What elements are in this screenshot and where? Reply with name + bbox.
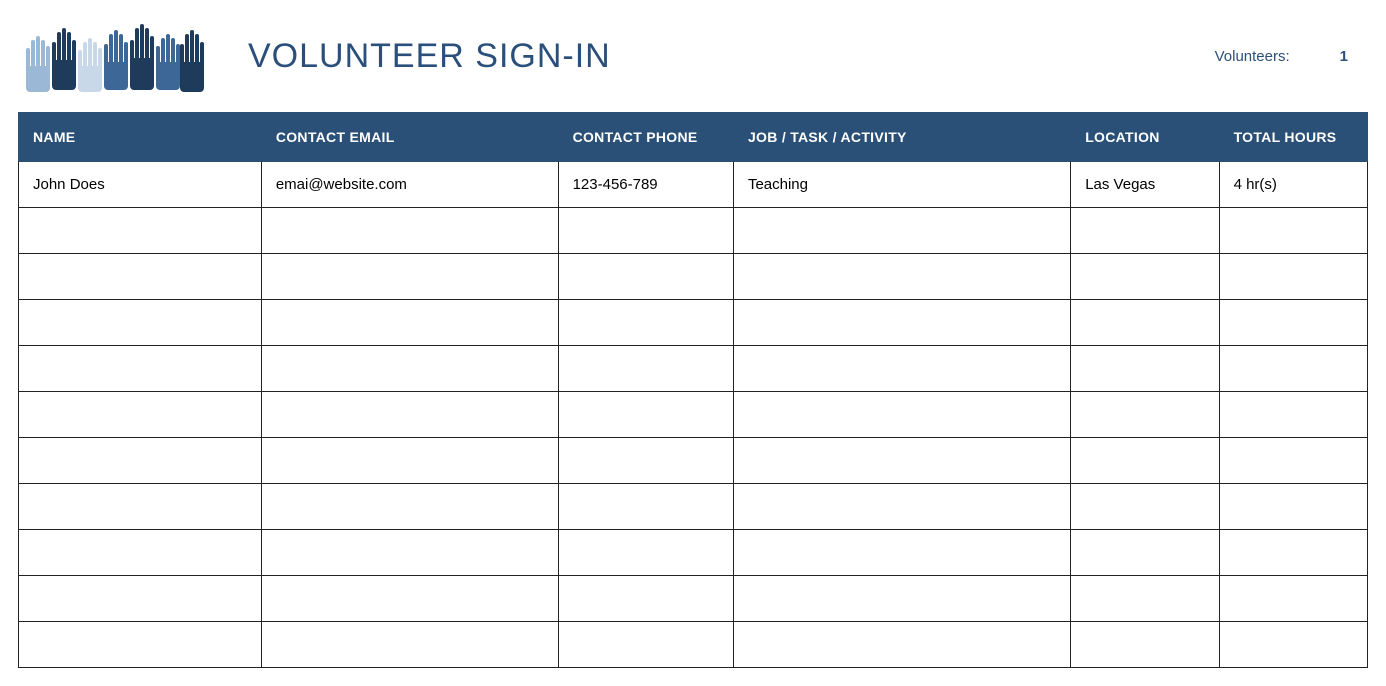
cell-location[interactable] [1071,576,1219,622]
table-row [19,208,1368,254]
cell-email[interactable] [261,530,558,576]
table-row [19,438,1368,484]
cell-hours[interactable]: 4 hr(s) [1219,162,1367,208]
cell-location[interactable] [1071,438,1219,484]
cell-job[interactable] [733,346,1070,392]
cell-name[interactable] [19,438,262,484]
table-body: John Doesemai@website.com123-456-789Teac… [19,162,1368,668]
cell-name[interactable] [19,484,262,530]
cell-email[interactable] [261,484,558,530]
counter-value: 1 [1340,48,1348,65]
col-header-job: JOB / TASK / ACTIVITY [733,113,1070,162]
cell-job[interactable] [733,484,1070,530]
cell-hours[interactable] [1219,300,1367,346]
cell-phone[interactable] [558,530,733,576]
cell-email[interactable] [261,208,558,254]
cell-job[interactable] [733,300,1070,346]
cell-job[interactable]: Teaching [733,162,1070,208]
cell-hours[interactable] [1219,576,1367,622]
col-header-phone: CONTACT PHONE [558,113,733,162]
cell-job[interactable] [733,208,1070,254]
cell-hours[interactable] [1219,530,1367,576]
cell-email[interactable] [261,622,558,668]
cell-phone[interactable] [558,254,733,300]
cell-email[interactable] [261,392,558,438]
cell-job[interactable] [733,438,1070,484]
cell-name[interactable] [19,392,262,438]
page-header: VOLUNTEER SIGN-IN Volunteers: 1 [18,18,1368,94]
cell-phone[interactable] [558,576,733,622]
table-row [19,484,1368,530]
cell-name[interactable] [19,530,262,576]
col-header-name: NAME [19,113,262,162]
cell-phone[interactable] [558,392,733,438]
cell-name[interactable] [19,346,262,392]
counter-label: Volunteers: [1215,48,1290,65]
cell-hours[interactable] [1219,622,1367,668]
cell-phone[interactable] [558,484,733,530]
cell-job[interactable] [733,530,1070,576]
cell-job[interactable] [733,392,1070,438]
page-title: VOLUNTEER SIGN-IN [248,37,611,76]
cell-phone[interactable]: 123-456-789 [558,162,733,208]
cell-location[interactable] [1071,254,1219,300]
cell-name[interactable] [19,208,262,254]
col-header-email: CONTACT EMAIL [261,113,558,162]
signin-table: NAME CONTACT EMAIL CONTACT PHONE JOB / T… [18,112,1368,668]
cell-email[interactable] [261,576,558,622]
cell-location[interactable] [1071,622,1219,668]
table-row: John Doesemai@website.com123-456-789Teac… [19,162,1368,208]
cell-email[interactable] [261,254,558,300]
col-header-location: LOCATION [1071,113,1219,162]
cell-phone[interactable] [558,438,733,484]
cell-location[interactable] [1071,208,1219,254]
cell-hours[interactable] [1219,484,1367,530]
cell-location[interactable] [1071,484,1219,530]
cell-hours[interactable] [1219,392,1367,438]
table-row [19,392,1368,438]
cell-phone[interactable] [558,300,733,346]
cell-location[interactable] [1071,346,1219,392]
table-row [19,346,1368,392]
cell-location[interactable]: Las Vegas [1071,162,1219,208]
cell-name[interactable] [19,576,262,622]
table-row [19,254,1368,300]
cell-location[interactable] [1071,392,1219,438]
cell-phone[interactable] [558,346,733,392]
cell-email[interactable] [261,438,558,484]
cell-email[interactable] [261,300,558,346]
cell-email[interactable]: emai@website.com [261,162,558,208]
hands-raised-icon [18,18,208,94]
cell-name[interactable] [19,622,262,668]
volunteer-counter: Volunteers: 1 [1215,48,1348,65]
cell-phone[interactable] [558,622,733,668]
cell-name[interactable]: John Does [19,162,262,208]
col-header-hours: TOTAL HOURS [1219,113,1367,162]
cell-location[interactable] [1071,530,1219,576]
cell-phone[interactable] [558,208,733,254]
cell-hours[interactable] [1219,254,1367,300]
table-row [19,300,1368,346]
cell-hours[interactable] [1219,208,1367,254]
cell-hours[interactable] [1219,346,1367,392]
table-row [19,530,1368,576]
table-header: NAME CONTACT EMAIL CONTACT PHONE JOB / T… [19,113,1368,162]
table-row [19,576,1368,622]
cell-hours[interactable] [1219,438,1367,484]
table-row [19,622,1368,668]
cell-job[interactable] [733,622,1070,668]
cell-email[interactable] [261,346,558,392]
cell-job[interactable] [733,254,1070,300]
cell-name[interactable] [19,254,262,300]
cell-location[interactable] [1071,300,1219,346]
cell-name[interactable] [19,300,262,346]
cell-job[interactable] [733,576,1070,622]
